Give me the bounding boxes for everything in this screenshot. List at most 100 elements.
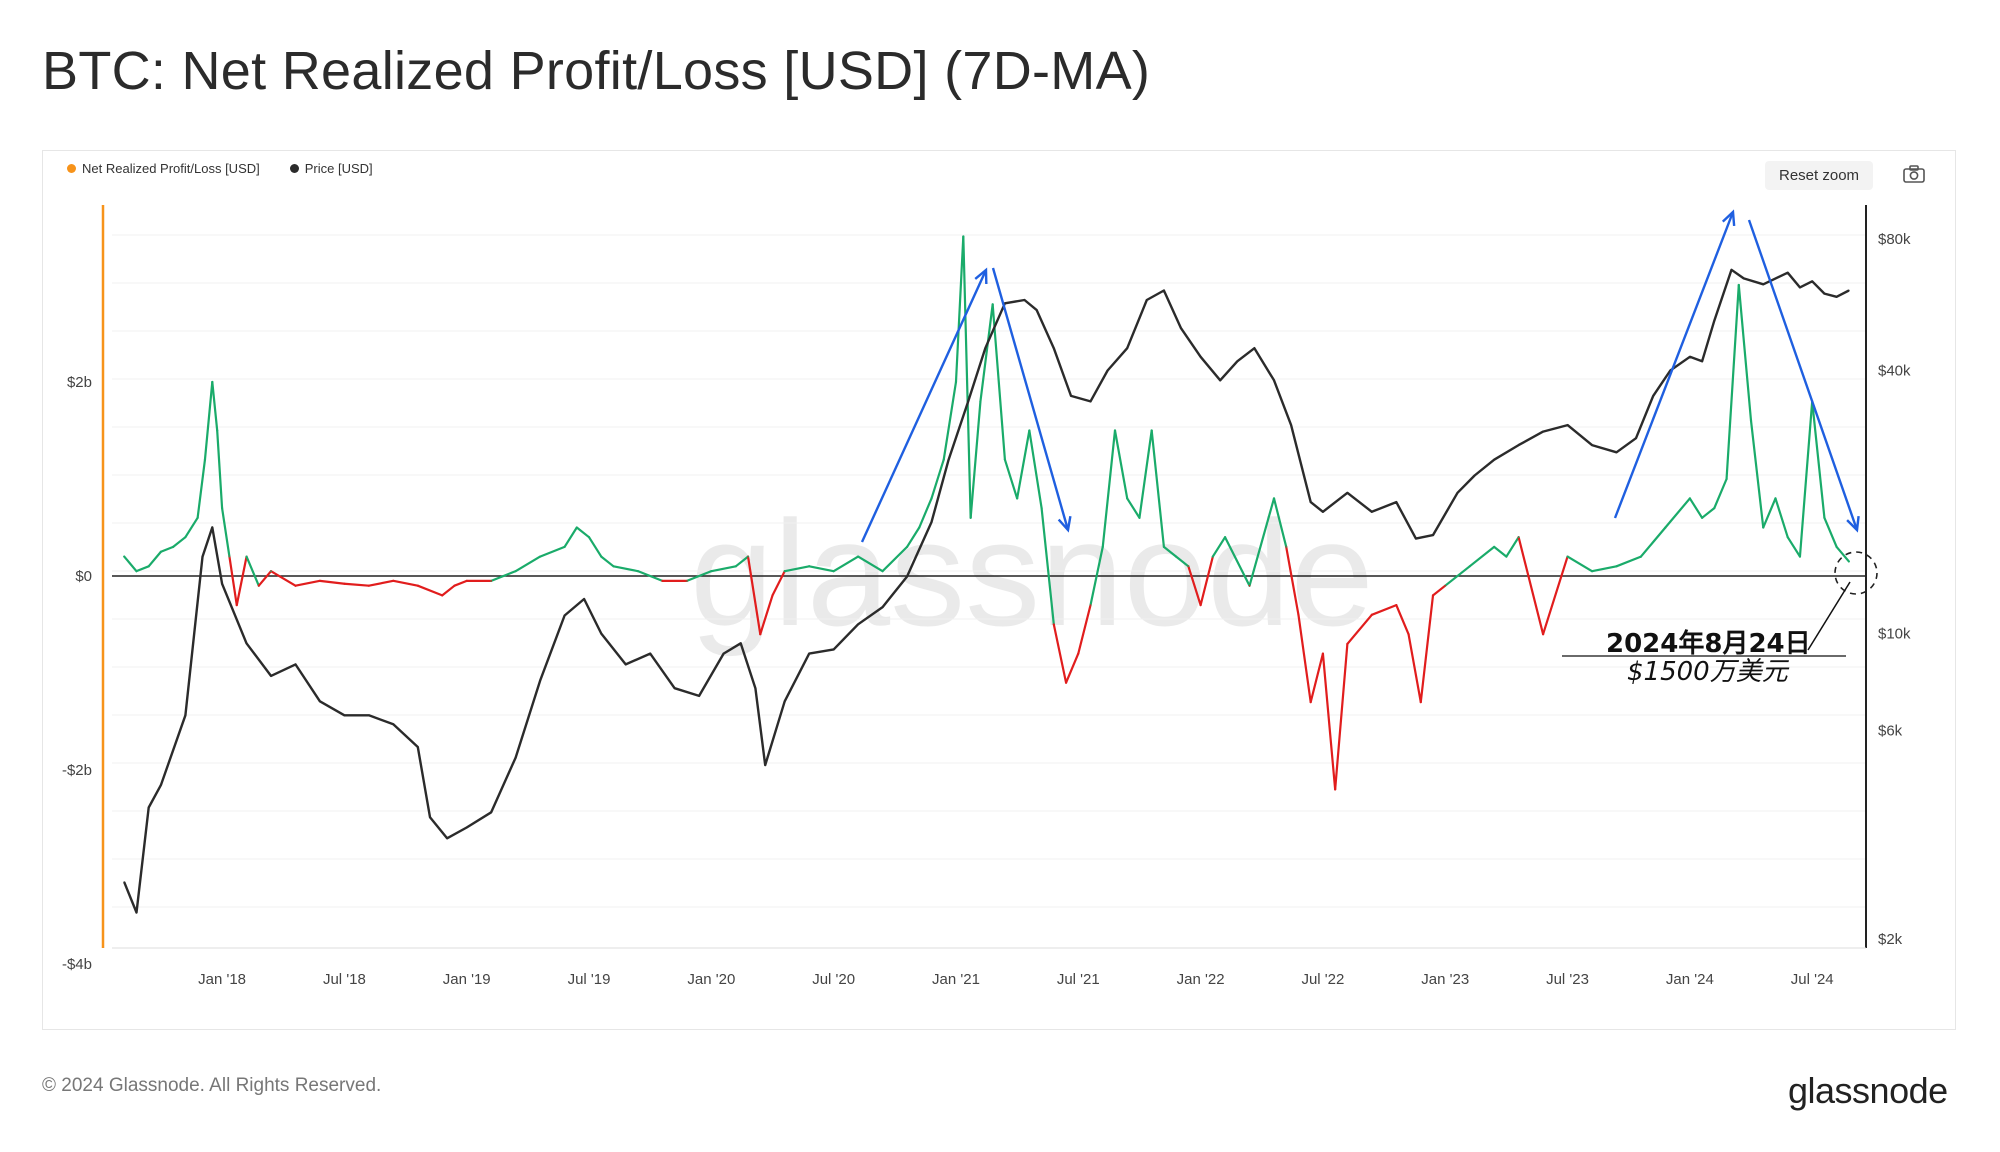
pnl-point	[1407, 633, 1410, 635]
pnl-point	[955, 381, 957, 383]
pnl-point	[184, 536, 187, 538]
price-point	[1253, 347, 1256, 349]
pnl-segment	[918, 497, 933, 529]
price-point	[343, 714, 346, 717]
price-point	[722, 652, 725, 655]
pnl-point	[1371, 614, 1373, 616]
price-point	[1835, 295, 1838, 298]
pnl-segment	[969, 400, 982, 519]
pnl-segment	[441, 584, 456, 597]
pnl-segment	[453, 579, 468, 587]
pnl-segment	[228, 555, 238, 607]
pnl-point	[270, 570, 272, 572]
pnl-point	[637, 570, 639, 572]
pnl-segment	[220, 507, 231, 558]
pnl-segment	[1762, 497, 1777, 529]
pnl-point	[1517, 536, 1520, 538]
price-point	[1811, 280, 1813, 283]
pnl-point	[1089, 604, 1092, 606]
legend-label-price: Price [USD]	[304, 161, 373, 176]
pnl-segment	[1126, 497, 1141, 519]
reset-zoom-button[interactable]: Reset zoom	[1765, 161, 1874, 190]
pnl-point	[1591, 570, 1593, 572]
pnl-point	[1028, 429, 1031, 432]
pnl-point	[1664, 526, 1667, 529]
legend-item-price[interactable]: Price [USD]	[289, 161, 373, 176]
pnl-segment	[1566, 555, 1594, 573]
pnl-segment	[1346, 613, 1373, 646]
pnl-segment	[1468, 545, 1496, 568]
x-axis-tick-label: Jul '24	[1791, 971, 1834, 988]
price-point	[1199, 356, 1202, 358]
pnl-point	[1114, 429, 1116, 432]
right-axis-tick-label: $10k	[1878, 626, 1911, 643]
price-point	[930, 521, 933, 523]
price-point	[1035, 309, 1038, 311]
pnl-segment	[636, 570, 664, 582]
price-point	[984, 347, 987, 349]
pnl-segment	[1664, 497, 1691, 529]
pnl-point	[1750, 420, 1752, 422]
price-point	[857, 623, 859, 626]
price-point	[754, 687, 757, 689]
annotation-circle	[1834, 551, 1878, 595]
pnl-segment	[216, 429, 224, 510]
price-point	[1823, 292, 1826, 295]
pnl-segment	[123, 555, 138, 573]
legend-label-profit-loss: Net Realized Profit/Loss [USD]	[82, 161, 260, 176]
pnl-segment	[979, 303, 994, 403]
pnl-segment	[832, 555, 860, 573]
pnl-segment	[343, 582, 370, 587]
pnl-point	[1505, 555, 1508, 558]
pnl-point	[1297, 614, 1300, 616]
pnl-segment	[203, 380, 214, 461]
camera-icon[interactable]	[1903, 165, 1925, 183]
left-axis-tick-label: -$2b	[62, 762, 92, 779]
pnl-segment	[1321, 652, 1337, 791]
pnl-segment	[1272, 497, 1288, 549]
pnl-segment	[1370, 603, 1398, 616]
pnl-segment	[257, 570, 273, 587]
price-point	[673, 687, 676, 689]
pnl-segment	[1615, 555, 1643, 568]
trend-arrow	[860, 269, 988, 543]
pnl-point	[906, 546, 908, 548]
legend-item-profit-loss[interactable]: Net Realized Profit/Loss [USD]	[67, 161, 260, 176]
pnl-segment	[759, 594, 774, 636]
price-point	[1346, 492, 1349, 494]
price-point	[906, 575, 908, 578]
trend-arrow	[1613, 211, 1735, 519]
pnl-point	[539, 555, 541, 558]
price-point	[1219, 379, 1221, 382]
pnl-point	[416, 584, 419, 587]
pnl-point	[1138, 517, 1141, 519]
pnl-point	[661, 580, 664, 582]
pnl-segment	[710, 565, 737, 573]
pnl-point	[204, 458, 206, 461]
price-point	[1652, 395, 1654, 397]
price-point	[221, 583, 223, 585]
watermark: glassnode	[690, 489, 1374, 657]
pnl-point	[710, 570, 713, 572]
price-point	[1145, 299, 1148, 301]
pnl-segment	[1823, 516, 1838, 549]
price-point	[1290, 424, 1292, 426]
pnl-segment	[235, 555, 248, 607]
pnl-point	[969, 517, 972, 519]
price-point	[446, 837, 448, 840]
pnl-point	[747, 555, 749, 558]
glassnode-logo[interactable]: glassnode	[1788, 1070, 1948, 1111]
pnl-segment	[685, 570, 713, 582]
pnl-point	[942, 458, 945, 461]
annotation-value: $1500万美元	[1627, 657, 1790, 687]
pnl-segment	[392, 579, 419, 587]
pnl-segment	[1211, 536, 1227, 558]
pnl-point	[235, 604, 238, 606]
pnl-point	[147, 565, 150, 568]
x-axis-tick-label: Jul '21	[1057, 971, 1100, 988]
price-point	[1415, 537, 1417, 540]
price-point	[416, 746, 419, 748]
pnl-segment	[612, 565, 640, 573]
annotation-leader	[1807, 581, 1851, 651]
pnl-segment	[147, 550, 163, 568]
